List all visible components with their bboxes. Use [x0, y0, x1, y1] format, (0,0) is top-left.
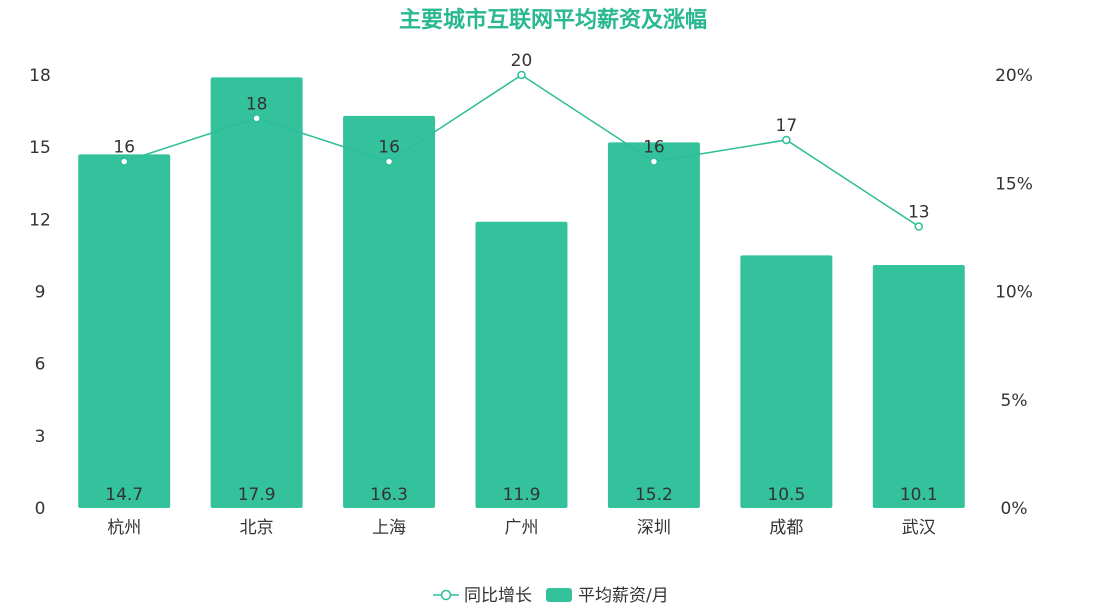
legend-bar-swatch: [546, 588, 572, 602]
bar-广州[interactable]: [475, 221, 568, 508]
line-label: 18: [246, 94, 268, 114]
bar-series: 14.7 17.9 16.3 11.9 15.2 10.5 10.1: [78, 77, 965, 509]
line-point-武汉[interactable]: [914, 222, 924, 231]
bar-label: 17.9: [238, 485, 276, 505]
line-point-成都[interactable]: [782, 135, 791, 145]
line-label: 16: [378, 138, 400, 158]
line-point-杭州[interactable]: [119, 157, 129, 166]
legend-item-growth[interactable]: 同比增长: [464, 586, 532, 606]
bar-label: 14.7: [105, 485, 143, 505]
bar-label: 11.9: [503, 485, 541, 505]
y-right-tick: 20%: [995, 66, 1033, 86]
line-series: 16 18 16 20 16 17 13: [113, 51, 930, 231]
y-left-tick: 18: [29, 66, 51, 86]
bar-深圳[interactable]: [607, 142, 700, 508]
bar-label: 16.3: [370, 485, 408, 505]
bar-武汉[interactable]: [872, 265, 965, 508]
axes: 0 3 6 9 12 15 18 0% 5% 10% 15% 20% 杭州 北京 上海 广州 深圳 成都 武汉: [29, 66, 1033, 538]
line-label: 17: [776, 116, 798, 136]
y-left-tick: 15: [29, 138, 51, 158]
y-left-tick: 9: [35, 283, 46, 303]
line-label: 20: [511, 51, 533, 71]
legend[interactable]: 同比增长 平均薪资/月: [433, 586, 669, 606]
y-left-tick: 0: [35, 499, 46, 519]
bar-上海[interactable]: [343, 115, 436, 509]
x-tick: 武汉: [902, 518, 936, 538]
bar-杭州[interactable]: [78, 154, 171, 508]
bar-label: 10.1: [900, 485, 938, 505]
line-point-北京[interactable]: [252, 114, 261, 123]
line-label: 13: [908, 203, 930, 223]
y-left-tick: 3: [35, 427, 46, 447]
x-tick: 成都: [769, 518, 803, 538]
bar-北京[interactable]: [210, 77, 303, 509]
line-point-深圳[interactable]: [649, 157, 659, 166]
x-tick: 杭州: [107, 518, 141, 538]
y-right-tick: 0%: [1001, 499, 1028, 519]
line-label: 16: [113, 138, 135, 158]
line-point-上海[interactable]: [384, 157, 394, 166]
y-left-tick: 12: [29, 210, 51, 230]
x-tick: 北京: [240, 518, 274, 538]
y-left-tick: 6: [35, 355, 46, 375]
line-point-广州[interactable]: [517, 70, 526, 80]
y-right-tick: 15%: [995, 174, 1033, 194]
y-right-tick: 10%: [995, 283, 1033, 303]
x-tick: 上海: [372, 518, 406, 538]
chart-title: 主要城市互联网平均薪资及涨幅: [399, 7, 707, 33]
legend-item-salary[interactable]: 平均薪资/月: [578, 586, 669, 606]
x-tick: 深圳: [637, 518, 671, 538]
bar-label: 10.5: [767, 485, 805, 505]
x-tick: 广州: [505, 518, 539, 538]
y-right-tick: 5%: [1001, 391, 1028, 411]
line-label: 16: [643, 138, 665, 158]
bar-label: 15.2: [635, 485, 673, 505]
legend-line-marker: [440, 589, 452, 601]
bar-成都[interactable]: [740, 255, 833, 508]
